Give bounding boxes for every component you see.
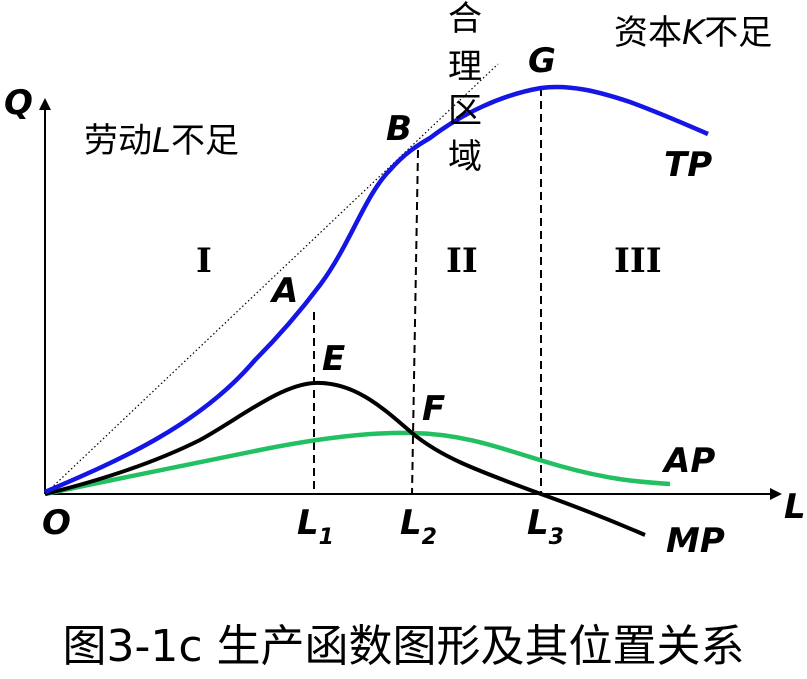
point-label-a: A: [269, 271, 298, 311]
point-label-g: G: [528, 41, 556, 81]
rational-zone-char-2: 理: [448, 47, 482, 87]
stage-one-label: I: [196, 241, 212, 281]
ap-curve-label: AP: [661, 441, 715, 481]
y-axis-label: Q: [4, 83, 33, 123]
tangent-line: [44, 63, 499, 495]
capital-shortage-label: 资本K不足: [614, 13, 772, 53]
l2-dashed-line: [411, 149, 419, 495]
l1-marker-label: L1: [297, 503, 334, 550]
point-label-e: E: [322, 339, 345, 379]
x-axis-label: L: [784, 487, 806, 527]
figure-caption: 图3-1c 生产函数图形及其位置关系: [62, 621, 745, 672]
point-label-f: F: [422, 389, 445, 429]
mp-curve: [44, 380, 646, 537]
stage-three-label: III: [614, 241, 662, 281]
tp-curve: [44, 84, 709, 495]
rational-zone-char-3: 区: [448, 91, 482, 131]
origin-label: O: [42, 503, 71, 543]
rational-zone-char-4: 域: [448, 137, 482, 177]
point-label-b: B: [386, 109, 412, 149]
tp-curve-label: TP: [664, 145, 712, 185]
labor-shortage-label: 劳动L不足: [84, 121, 239, 161]
rational-zone-char-1: 合: [448, 0, 482, 39]
ap-curve: [44, 430, 671, 497]
mp-curve-label: MP: [666, 521, 725, 561]
production-function-diagram: A B G E F TP AP MP Q L O L1 L2 L3 I II I…: [4, 0, 806, 561]
l3-marker-label: L3: [527, 503, 564, 550]
stage-two-label: II: [446, 241, 478, 281]
l2-marker-label: L2: [400, 503, 437, 550]
